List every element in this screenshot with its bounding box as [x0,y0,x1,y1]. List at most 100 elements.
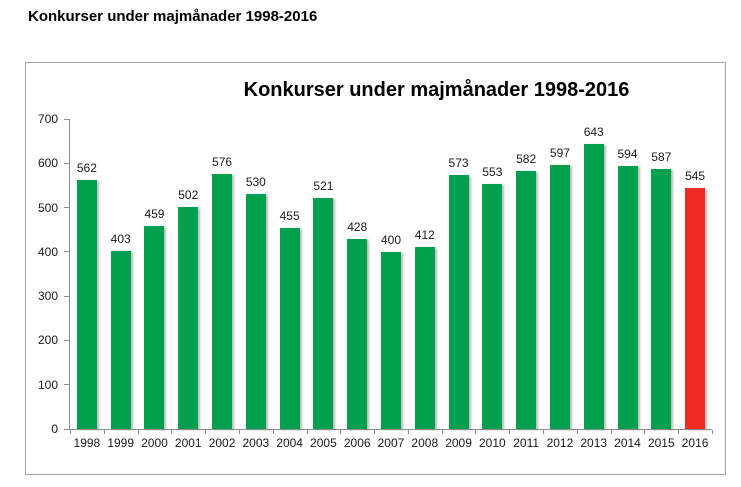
y-axis-tick [64,251,70,253]
bar-2011 [516,171,537,429]
x-axis-tick [70,430,71,434]
bar-value-label-2013: 643 [583,125,604,140]
x-axis-tick [103,430,105,434]
x-axis-tick [340,430,342,434]
bar-value-label-2004: 455 [279,208,300,223]
bar-2005 [313,198,334,429]
bar-1998 [76,180,97,429]
y-axis-label: 100 [37,377,58,392]
y-axis-tick [64,118,70,120]
bar-2013 [583,144,604,429]
bar-slot-1998: 562 1998 [70,119,104,450]
bar-chart: Konkurser under majmånader 1998-2016 0 10… [25,62,726,475]
x-axis-tick [137,430,139,434]
bar-slot-2000: 459 2000 [138,119,172,450]
x-axis-tick [205,430,207,434]
x-axis-label-2000: 2000 [141,436,168,450]
x-axis-label-2008: 2008 [411,436,439,450]
bar-value-label-1998: 562 [76,161,97,176]
x-axis-label-2010: 2010 [479,436,506,450]
x-axis-tick [610,430,612,434]
bar-slot-2011: 582 2011 [509,119,543,450]
bar-slot-2003: 530 2003 [239,119,273,450]
x-axis-tick [509,430,511,434]
y-axis-label: 400 [37,244,58,259]
y-axis-tick [64,162,70,164]
y-axis-tick [64,428,70,430]
bar-value-label-1999: 403 [110,231,131,246]
bar-slot-2015: 587 2015 [644,119,678,450]
bar-value-label-2002: 576 [212,154,233,169]
bar-value-label-2010: 553 [482,165,503,180]
bar-2016 [685,187,706,429]
bar-value-label-2012: 597 [549,145,570,160]
y-axis-tick [64,207,70,209]
bar-value-label-2014: 594 [617,146,638,161]
x-axis-label-2016: 2016 [681,436,709,450]
x-axis-tick [272,430,274,434]
bar-value-label-2008: 412 [414,227,435,242]
x-axis-tick [543,430,545,434]
x-axis-label-2005: 2005 [310,436,337,450]
bar-slot-2012: 597 2012 [543,119,577,450]
bar-slot-2009: 573 2009 [442,119,476,450]
y-axis-label: 200 [37,333,58,348]
x-axis-tick [644,430,646,434]
page-title: Konkurser under majmånader 1998-2016 [28,8,318,25]
bar-slot-1999: 403 1999 [104,119,138,450]
bar-value-label-2003: 530 [245,175,266,190]
bar-2006 [347,239,368,429]
bar-slot-2002: 576 2002 [205,119,239,450]
bar-slot-2004: 455 2004 [273,119,307,451]
bar-2007 [380,251,401,429]
x-axis-label-2014: 2014 [614,436,641,450]
y-axis-label: 0 [51,422,58,436]
plot-area: 0 100 200 300 400 500 600 700 562 1998 403 1999 459 2… [38,112,713,451]
bar-value-label-2016: 545 [685,168,706,183]
x-axis-label-2007: 2007 [377,436,405,450]
bar-2014 [617,165,638,429]
chart-title: Konkurser under majmånader 1998-2016 [243,79,630,101]
bar-slot-2016: 545 2016 [678,119,712,450]
x-axis-label-2013: 2013 [580,436,608,450]
bar-slot-2001: 502 2001 [171,119,205,450]
y-axis-label: 700 [37,112,58,126]
bar-2003 [245,194,266,429]
x-axis-label-2002: 2002 [208,436,236,450]
x-axis-tick [306,430,308,434]
bar-slot-2013: 643 2013 [577,119,611,450]
x-axis-tick [374,430,376,434]
bar-2010 [482,184,503,429]
x-axis-label-2003: 2003 [242,436,270,450]
bar-2015 [651,169,672,429]
x-axis-tick [171,430,173,434]
x-axis-tick [441,430,443,434]
bar-2001 [178,206,199,429]
x-axis-tick [407,430,409,434]
bar-1999 [110,250,131,429]
bar-2008 [414,246,435,429]
x-axis-label-2012: 2012 [546,436,574,450]
bar-2000 [144,225,165,429]
bar-2012 [549,164,570,429]
y-axis-label: 500 [37,200,58,215]
bar-slot-2005: 521 2005 [307,119,341,450]
y-axis-label: 300 [37,289,58,304]
bar-value-label-2015: 587 [651,150,672,165]
x-axis-label-1999: 1999 [107,436,135,450]
bar-value-label-2005: 521 [313,179,334,194]
bar-value-label-2000: 459 [144,206,165,221]
bar-value-label-2011: 582 [516,152,537,167]
bar-slot-2008: 412 2008 [408,119,442,450]
bar-value-label-2007: 400 [380,232,401,247]
bar-slot-2014: 594 2014 [611,119,645,450]
x-axis-tick [576,430,578,434]
y-axis-tick [64,339,70,341]
x-axis-label-2004: 2004 [276,436,303,450]
bar-2002 [212,173,233,429]
x-axis-tick [712,430,713,434]
y-axis-tick [64,384,70,386]
bar-value-label-2001: 502 [178,187,199,202]
x-axis-label-1998: 1998 [73,436,101,450]
